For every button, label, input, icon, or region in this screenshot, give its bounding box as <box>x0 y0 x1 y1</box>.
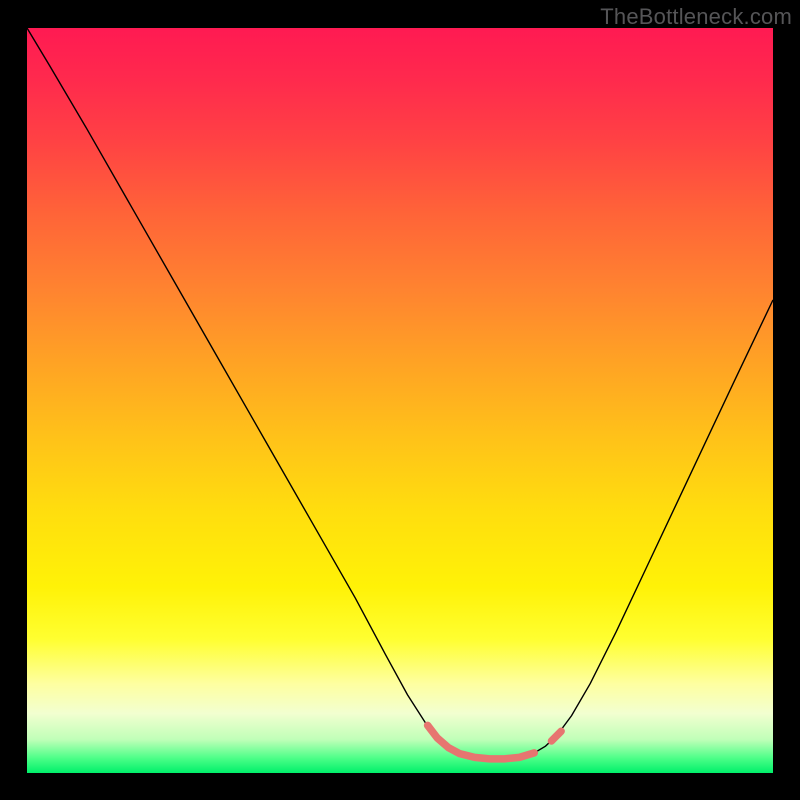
plot-background-gradient <box>27 28 773 773</box>
figure-root: TheBottleneck.com <box>0 0 800 800</box>
watermark-text: TheBottleneck.com <box>600 4 792 30</box>
plot-area <box>27 28 773 773</box>
plot-svg <box>27 28 773 773</box>
